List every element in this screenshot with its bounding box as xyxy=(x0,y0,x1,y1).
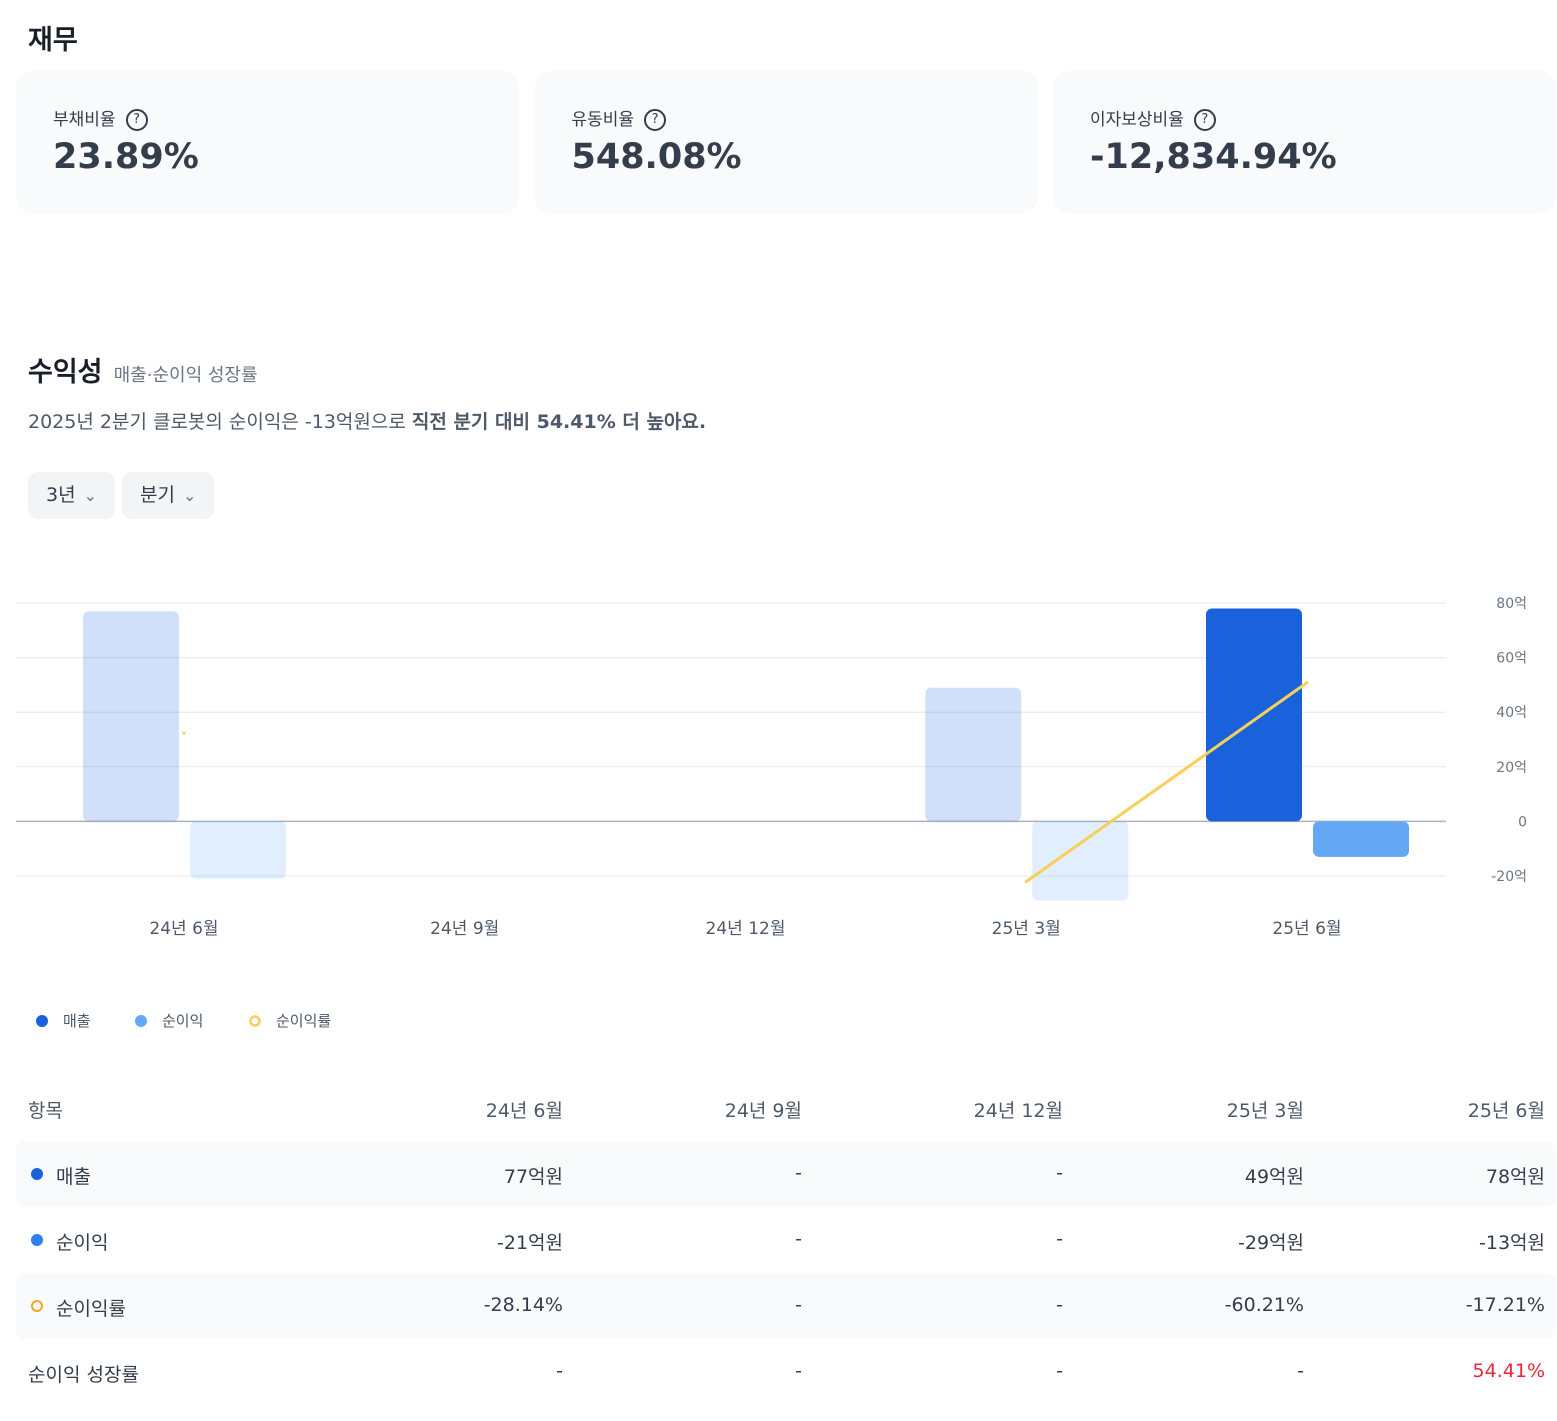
row-marker xyxy=(31,1300,43,1312)
table-cell: - xyxy=(795,1294,802,1316)
legend-marker xyxy=(36,1015,48,1027)
table-row-bg xyxy=(16,1273,1556,1339)
row-marker xyxy=(31,1168,43,1180)
table-cell: -13억원 xyxy=(1479,1232,1545,1254)
filter-button[interactable]: 분기 ⌄ xyxy=(122,472,215,519)
metric-card: 부채비율? 23.89% xyxy=(16,71,519,213)
legend-marker xyxy=(249,1015,261,1027)
x-tick-label: 24년 6월 xyxy=(149,919,218,939)
bar xyxy=(1032,821,1129,901)
summary-bold: 직전 분기 대비 54.41% 더 높아요. xyxy=(411,411,707,433)
row-label: 매출 xyxy=(56,1166,91,1188)
table-header: 25년 3월 xyxy=(1226,1100,1304,1122)
table-cell: - xyxy=(1297,1360,1304,1382)
help-icon[interactable]: ? xyxy=(644,109,667,131)
y-tick-label: -20억 xyxy=(1491,869,1527,885)
section-header: 수익성 매출·순이익 성장률 xyxy=(28,350,258,389)
bar xyxy=(1206,608,1302,822)
table-cell: - xyxy=(795,1162,802,1184)
metric-label: 유동비율? xyxy=(572,105,667,131)
table-header: 24년 6월 xyxy=(485,1100,563,1122)
filter-label: 분기 xyxy=(140,484,175,506)
summary: 2025년 2분기 클로봇의 순이익은 -13억원으로 직전 분기 대비 54.… xyxy=(28,407,706,434)
bar xyxy=(190,821,286,879)
metric-value: 548.08% xyxy=(571,137,742,177)
chart: 80억 60억 40억 20억 0 -20억 24년 6월 24년 9월 24년 12월 25년 … xyxy=(16,596,1527,1030)
help-icon[interactable]: ? xyxy=(125,109,148,131)
metric-label-text: 유동비율 xyxy=(571,110,635,130)
table-cell: - xyxy=(1056,1162,1063,1184)
table-cell: -60.21% xyxy=(1224,1294,1304,1316)
table-cell: - xyxy=(556,1360,563,1382)
help-icon[interactable]: ? xyxy=(1193,109,1216,131)
table-cell: 54.41% xyxy=(1472,1360,1545,1382)
table-cell: 49억원 xyxy=(1244,1166,1304,1188)
metric-card: 유동비율? 548.08% xyxy=(534,71,1038,213)
legend-label: 순이익 xyxy=(162,1012,203,1030)
chevron: ⌄ xyxy=(182,486,197,505)
metric-label: 이자보상비율? xyxy=(1090,105,1216,131)
line xyxy=(1024,681,1309,884)
metric-label: 부채비율? xyxy=(53,105,148,131)
y-tick-label: 40억 xyxy=(1496,705,1527,721)
section-title: 재무 xyxy=(28,25,78,56)
table-cell: -28.14% xyxy=(483,1294,563,1316)
metric-label-text: 이자보상비율 xyxy=(1090,110,1184,130)
metric-value: -12,834.94% xyxy=(1090,137,1337,177)
metric-value: 23.89% xyxy=(53,137,199,177)
table-header: 24년 12월 xyxy=(973,1100,1063,1122)
x-tick-label: 24년 9월 xyxy=(430,919,499,939)
table-cell: - xyxy=(1056,1360,1063,1382)
x-tick-label: 25년 3월 xyxy=(992,919,1061,939)
table-cell: - xyxy=(1056,1228,1063,1250)
row-marker xyxy=(31,1234,43,1246)
row-label: 순이익 성장률 xyxy=(28,1364,139,1386)
table-cell: - xyxy=(795,1360,802,1382)
summary-text: 2025년 2분기 클로봇의 순이익은 -13억원으로 xyxy=(28,411,412,433)
chevron: ⌄ xyxy=(83,486,97,505)
x-tick-label: 24년 12월 xyxy=(706,919,786,939)
table-row-bg xyxy=(16,1141,1556,1207)
bar xyxy=(1313,821,1409,857)
table-cell: -17.21% xyxy=(1465,1294,1545,1316)
row-label: 순이익률 xyxy=(56,1298,126,1320)
table-cell: 78억원 xyxy=(1485,1166,1545,1188)
y-tick-label: 0 xyxy=(1518,814,1527,830)
table-cell: 77억원 xyxy=(503,1166,563,1188)
filter-button[interactable]: 3년 ⌄ xyxy=(28,472,115,519)
metric-label-text: 부채비율 xyxy=(53,110,116,130)
table-cell: -29억원 xyxy=(1238,1232,1304,1254)
y-tick-label: 60억 xyxy=(1496,651,1527,667)
metric-card: 이자보상비율? -12,834.94% xyxy=(1053,71,1556,213)
bar xyxy=(925,687,1022,822)
table-header: 24년 9월 xyxy=(724,1100,802,1122)
section-subtitle: 매출·순이익 성장률 xyxy=(113,365,258,386)
legend-marker xyxy=(135,1015,147,1027)
section-title: 수익성 xyxy=(28,357,103,388)
table-cell: - xyxy=(795,1228,802,1250)
bar xyxy=(83,611,179,822)
y-tick-label: 80억 xyxy=(1496,596,1527,612)
filter-label: 3년 xyxy=(46,484,76,506)
x-tick-label: 25년 6월 xyxy=(1272,919,1341,939)
legend-label: 매출 xyxy=(63,1012,91,1030)
table-cell: - xyxy=(1056,1294,1063,1316)
table-header: 25년 6월 xyxy=(1467,1100,1545,1122)
y-tick-label: 20억 xyxy=(1496,760,1527,776)
row-label: 순이익 xyxy=(56,1232,109,1254)
legend-label: 순이익률 xyxy=(276,1012,331,1030)
table-header: 항목 xyxy=(28,1100,63,1122)
table-cell: -21억원 xyxy=(497,1232,563,1254)
